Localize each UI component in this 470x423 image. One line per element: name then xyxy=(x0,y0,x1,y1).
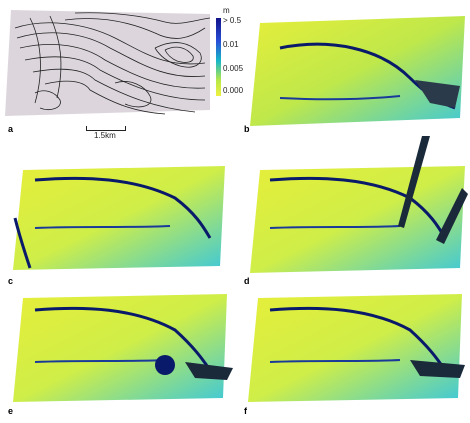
panel-a-label: a xyxy=(8,124,14,134)
terrain-b-graphic xyxy=(250,16,465,126)
panel-d-terrain xyxy=(240,128,468,278)
panel-f-terrain xyxy=(240,290,468,408)
panel-c-terrain xyxy=(5,158,230,276)
legend-tick-1: 0.01 xyxy=(223,40,239,49)
panel-d-label: d xyxy=(244,276,250,286)
panel-b-terrain xyxy=(240,8,468,128)
panel-e-label: e xyxy=(8,406,14,416)
terrain-c-graphic xyxy=(13,166,225,270)
scale-bar-label: 1.5km xyxy=(94,131,116,140)
legend-colorbar xyxy=(216,18,221,96)
terrain-f-graphic xyxy=(248,294,465,402)
contour-map-graphic xyxy=(5,10,210,116)
legend-tick-2: 0.005 xyxy=(223,64,244,73)
panel-c-label: c xyxy=(8,276,14,286)
panel-f-label: f xyxy=(244,406,247,416)
panel-b-label: b xyxy=(244,124,250,134)
legend-tick-0: > 0.5 xyxy=(223,16,242,25)
panel-e-terrain xyxy=(5,290,233,408)
scale-bar xyxy=(86,126,126,131)
legend-tick-3: 0.000 xyxy=(223,86,244,95)
panel-a-contour-map xyxy=(5,8,210,118)
legend-unit: m xyxy=(223,6,230,15)
terrain-e-graphic xyxy=(13,294,233,402)
terrain-d-graphic xyxy=(250,136,468,273)
color-legend: m > 0.5 0.01 0.005 0.000 xyxy=(215,6,255,98)
